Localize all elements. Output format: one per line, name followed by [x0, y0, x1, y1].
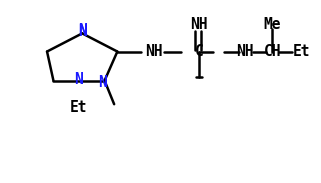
Text: NH: NH [190, 17, 208, 32]
Text: Et: Et [70, 100, 88, 115]
Text: N: N [78, 24, 87, 39]
Text: CH: CH [264, 44, 281, 59]
Text: N: N [74, 72, 83, 87]
Text: Me: Me [264, 17, 281, 32]
Text: N: N [78, 23, 87, 38]
Text: N: N [99, 75, 107, 90]
Text: NH: NH [237, 44, 254, 59]
Text: Et: Et [292, 44, 310, 59]
Text: C: C [195, 44, 203, 59]
Text: NH: NH [145, 44, 163, 59]
